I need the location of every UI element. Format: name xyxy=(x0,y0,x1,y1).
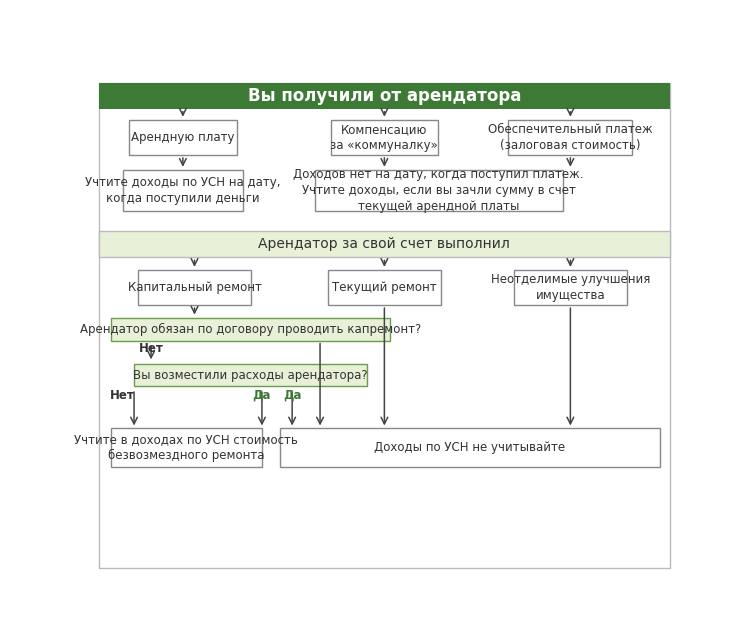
Text: Учтите доходы по УСН на дату,
когда поступили деньги: Учтите доходы по УСН на дату, когда пост… xyxy=(85,176,280,205)
Bar xyxy=(315,169,562,211)
Text: Арендатор за свой счет выполнил: Арендатор за свой счет выполнил xyxy=(259,238,510,251)
Bar xyxy=(123,169,243,211)
Bar xyxy=(509,120,632,155)
Text: Нет: Нет xyxy=(139,342,164,355)
Text: Вы возместили расходы арендатора?: Вы возместили расходы арендатора? xyxy=(133,369,368,382)
Text: Да: Да xyxy=(283,389,302,402)
Text: Арендную плату: Арендную плату xyxy=(131,131,235,144)
Bar xyxy=(514,270,626,305)
Text: Вы получили от арендатора: Вы получили от арендатора xyxy=(248,87,521,105)
Text: Доходов нет на дату, когда поступил платеж.
Учтите доходы, если вы зачли сумму в: Доходов нет на дату, когда поступил плат… xyxy=(293,168,584,213)
Text: Компенсацию
за «коммуналку»: Компенсацию за «коммуналку» xyxy=(331,123,438,152)
Text: Доходы по УСН не учитывайте: Доходы по УСН не учитывайте xyxy=(374,441,566,454)
Text: Учтите в доходах по УСН стоимость
безвозмездного ремонта: Учтите в доходах по УСН стоимость безвоз… xyxy=(74,433,298,462)
Bar xyxy=(129,120,237,155)
Text: Текущий ремонт: Текущий ремонт xyxy=(332,281,436,294)
Bar xyxy=(111,317,390,341)
Bar xyxy=(328,270,440,305)
Bar xyxy=(138,270,250,305)
Bar xyxy=(331,120,438,155)
Text: Неотделимые улучшения
имущества: Неотделимые улучшения имущества xyxy=(490,273,650,302)
Text: Да: Да xyxy=(253,389,272,402)
Text: Капитальный ремонт: Капитальный ремонт xyxy=(128,281,262,294)
Text: Обеспечительный платеж
(залоговая стоимость): Обеспечительный платеж (залоговая стоимо… xyxy=(488,123,652,152)
Text: Арендатор обязан по договору проводить капремонт?: Арендатор обязан по договору проводить к… xyxy=(80,323,421,336)
Text: Нет: Нет xyxy=(110,389,135,402)
Bar xyxy=(99,82,670,109)
Bar xyxy=(280,428,659,467)
Bar xyxy=(99,231,670,258)
Bar xyxy=(134,365,367,386)
Bar xyxy=(111,428,262,467)
